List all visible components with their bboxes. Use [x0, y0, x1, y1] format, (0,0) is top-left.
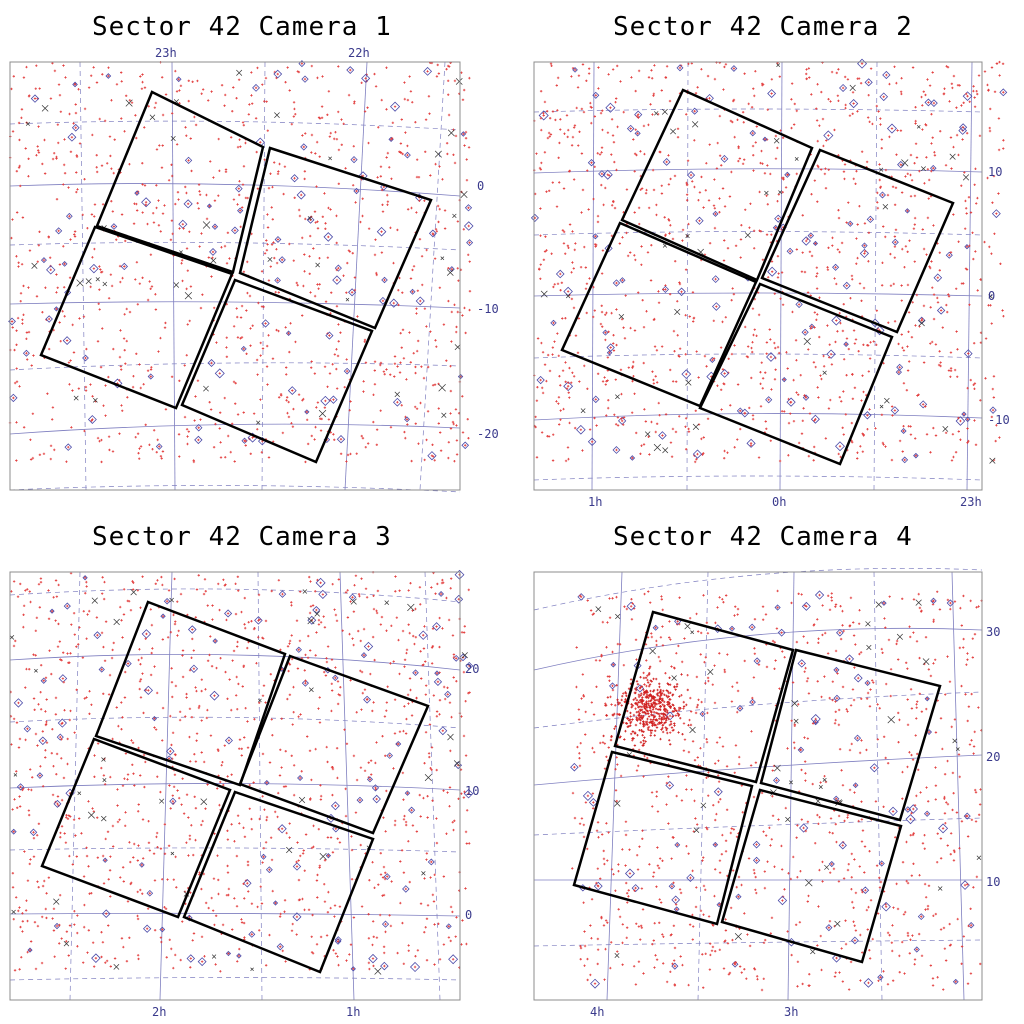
ra-label: 1h — [588, 495, 602, 509]
sky-map-camera4: 4h 3h 30 20 10 — [533, 567, 1000, 1019]
dec-label: 30 — [986, 625, 1000, 639]
ra-label: 22h — [348, 46, 370, 60]
ccd-outlines — [39, 90, 433, 464]
grid-lines — [9, 61, 461, 493]
ra-label: 23h — [960, 495, 982, 509]
plot-frame — [533, 61, 983, 491]
ra-label: 3h — [784, 1005, 798, 1019]
panel-title-camera1: Sector 42 Camera 1 — [92, 12, 392, 42]
ccd-outlines — [572, 610, 942, 964]
ccd-outlines — [40, 600, 430, 974]
panel-title-camera4: Sector 42 Camera 4 — [613, 522, 913, 552]
dec-label: 20 — [986, 750, 1000, 764]
dec-label: 10 — [988, 165, 1002, 179]
sky-map-camera2: 1h 0h 23h 10 0 -10 — [530, 58, 1010, 509]
dec-label: -10 — [988, 413, 1010, 427]
plot-frame — [9, 61, 461, 491]
plot-frame — [9, 571, 461, 1001]
panel-title-camera2: Sector 42 Camera 2 — [613, 12, 913, 42]
dec-label: 0 — [465, 908, 472, 922]
ra-label: 1h — [346, 1005, 360, 1019]
dec-label: 10 — [986, 875, 1000, 889]
star-cluster — [602, 665, 699, 756]
ra-label: 2h — [152, 1005, 166, 1019]
ccd-outlines — [560, 88, 955, 466]
dec-label: 0 — [988, 289, 995, 303]
star-field — [8, 60, 474, 464]
ra-label: 4h — [590, 1005, 604, 1019]
grid-lines — [533, 567, 983, 1001]
dec-label: 20 — [465, 662, 479, 676]
dec-label: -10 — [477, 302, 499, 316]
dec-label: -20 — [477, 427, 499, 441]
dec-label: 0 — [477, 179, 484, 193]
sky-map-camera3: 2h 1h 20 10 0 — [9, 569, 479, 1019]
dec-label: 10 — [465, 784, 479, 798]
ra-label: 0h — [772, 495, 786, 509]
ra-label: 23h — [155, 46, 177, 60]
star-field — [570, 589, 983, 992]
sky-map-camera1: 23h 22h 0 -10 -20 — [8, 46, 499, 493]
panel-title-camera3: Sector 42 Camera 3 — [92, 522, 392, 552]
plot-frame — [533, 571, 983, 1001]
